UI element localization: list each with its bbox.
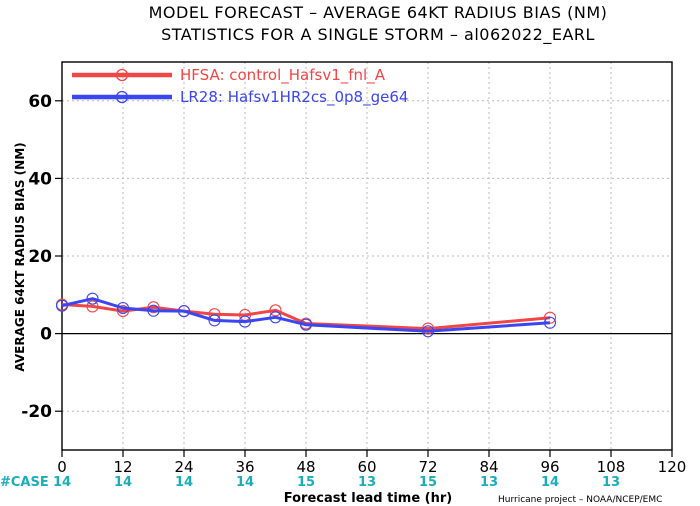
series-2-point (238, 315, 252, 328)
y-tick-label: -20 (21, 402, 52, 422)
case-count: 14 (175, 475, 193, 490)
x-tick-label: 48 (296, 458, 315, 476)
case-count: 14 (114, 475, 132, 490)
legend-label-2: LR28: Hafsv1HR2cs_0p8_ge64 (180, 88, 408, 107)
y-tick-label: 60 (28, 92, 52, 112)
series-2-point (86, 292, 99, 305)
series-layer (55, 292, 557, 338)
series-1-point (421, 322, 435, 335)
series-line-2 (61, 297, 551, 333)
x-axis-label: Forecast lead time (hr) (284, 491, 452, 506)
legend-label-1: HFSA: control_Hafsv1_fnl_A (180, 66, 386, 85)
series-2-point (269, 311, 282, 324)
x-tick-label: 96 (540, 458, 559, 476)
legend-marker-2 (115, 90, 129, 104)
case-label: #CASE (0, 475, 49, 490)
case-count: 13 (480, 475, 498, 490)
x-tick-label: 84 (479, 458, 498, 476)
case-count: 15 (297, 475, 315, 490)
axis-layer: 0 12 24 36 48 60 72 84 96 108 120 -20 0 20 40 60 (21, 61, 687, 476)
case-count: 13 (602, 475, 620, 490)
case-count: 14 (53, 475, 71, 490)
x-tick-label: 24 (174, 458, 193, 476)
series-2-point (147, 304, 160, 317)
x-tick-label: 12 (113, 458, 132, 476)
series-2-point (299, 318, 313, 331)
chart-title-line2: STATISTICS FOR A SINGLE STORM – al062022… (161, 25, 595, 45)
y-tick-label: 20 (28, 247, 52, 267)
legend: HFSA: control_Hafsv1_fnl_A LR28: Hafsv1HR… (72, 66, 408, 107)
series-2-point (55, 299, 69, 312)
x-tick-label: 120 (658, 458, 687, 476)
x-tick-label: 72 (418, 458, 437, 476)
series-1-point (86, 300, 99, 313)
x-tick-label: 36 (235, 458, 254, 476)
x-tick-label: 108 (597, 458, 626, 476)
y-tick-label: 0 (40, 325, 52, 345)
series-2-point (116, 301, 130, 315)
legend-marker-1 (115, 68, 129, 82)
case-count: 13 (358, 475, 376, 490)
case-count: 14 (236, 475, 254, 490)
series-1-point (147, 301, 160, 314)
series-1-point (116, 305, 130, 318)
series-2-point (543, 316, 557, 329)
grid-layer (62, 62, 672, 450)
y-tick-label: 40 (28, 169, 52, 189)
credit-text: Hurricane project – NOAA/NCEP/EMC (498, 495, 662, 505)
series-2-point (421, 325, 435, 338)
y-axis-label: AVERAGE 64KT RADIUS BIAS (NM) (13, 142, 27, 371)
case-count: 14 (541, 475, 559, 490)
x-tick-label: 60 (357, 458, 376, 476)
chart-title-line1: MODEL FORECAST – AVERAGE 64KT RADIUS BIA… (149, 3, 608, 22)
series-line-1 (61, 303, 551, 331)
case-count: 15 (419, 475, 437, 490)
series-2-point (177, 305, 191, 318)
x-tick-label: 0 (57, 458, 67, 476)
case-counts: 14 14 14 14 15 13 15 13 14 13 (53, 475, 620, 490)
series-2-point (208, 314, 221, 327)
